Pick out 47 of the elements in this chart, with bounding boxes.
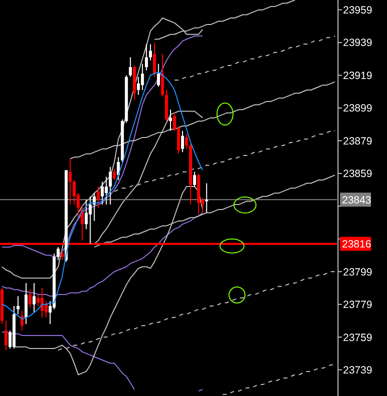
candlestick xyxy=(72,180,76,206)
candlestick xyxy=(108,166,112,206)
candlestick xyxy=(100,181,104,206)
y-tick-label: 23879 xyxy=(343,135,372,148)
candlestick xyxy=(84,199,88,230)
y-tick-label: 23939 xyxy=(343,37,372,50)
candlestick xyxy=(128,56,132,78)
line-series xyxy=(2,36,204,258)
candlestick xyxy=(136,76,140,96)
candlestick xyxy=(28,289,32,308)
candlestick xyxy=(169,109,172,132)
candlestick xyxy=(156,63,160,88)
line-series xyxy=(222,364,336,395)
candlestick xyxy=(24,282,28,324)
candlestick xyxy=(16,296,20,315)
y-tick-label: 23919 xyxy=(343,70,372,82)
candlestick xyxy=(4,320,8,351)
ref-line-label: 23843 xyxy=(342,194,372,206)
candlestick xyxy=(104,176,108,206)
y-tick-label: 23759 xyxy=(343,332,372,344)
candlestick xyxy=(60,250,64,261)
y-tick-label: 23959 xyxy=(343,4,372,16)
candlestick xyxy=(148,44,152,62)
line-series xyxy=(2,212,204,297)
candlestick xyxy=(112,168,116,180)
candlestick xyxy=(96,186,100,208)
candlestick xyxy=(44,300,48,318)
candlestick xyxy=(185,134,188,150)
candlestick xyxy=(152,42,156,78)
candlestick xyxy=(32,282,36,314)
y-tick-label: 23739 xyxy=(343,364,372,376)
ref-line-label: 23816 xyxy=(342,238,372,250)
candlestick xyxy=(68,158,72,206)
y-tick-label: 23899 xyxy=(343,102,372,115)
candlestick xyxy=(160,54,164,98)
candlestick xyxy=(88,196,92,244)
line-series xyxy=(174,36,336,81)
y-tick-label: 23779 xyxy=(343,299,372,312)
y-tick-label: 23859 xyxy=(343,168,372,180)
y-tick-label: 23799 xyxy=(343,266,372,278)
line-series xyxy=(2,332,135,390)
candlestick xyxy=(193,171,196,188)
candlestick xyxy=(181,130,184,153)
candlestick xyxy=(144,44,148,71)
candlestick xyxy=(56,246,60,261)
candlestick xyxy=(140,63,144,90)
candlestick xyxy=(205,182,208,214)
